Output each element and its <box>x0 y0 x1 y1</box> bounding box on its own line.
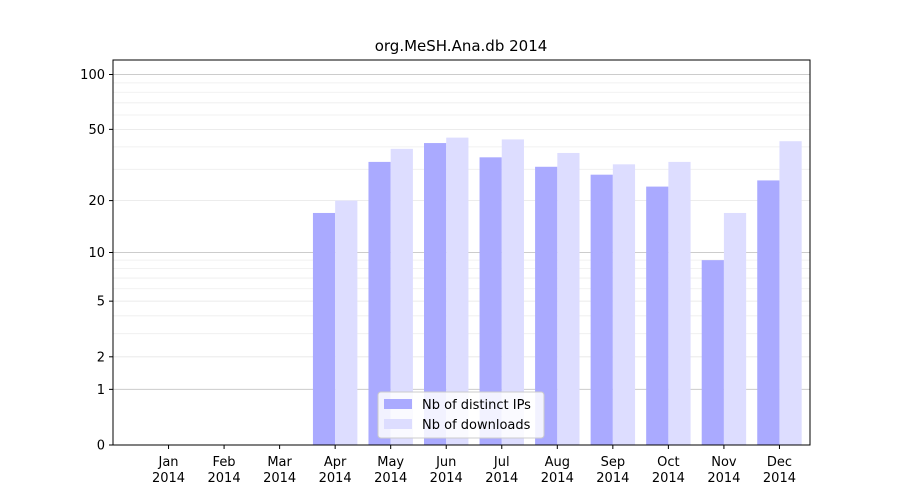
x-tick-label: Jan 2014 <box>152 455 185 486</box>
bar <box>446 137 469 445</box>
legend-swatch <box>384 419 412 429</box>
y-axis: 0 1 2 5 10 20 50 100 <box>80 68 113 454</box>
bar <box>557 152 580 445</box>
bar <box>368 161 391 445</box>
x-tick-label: Aug 2014 <box>541 455 574 486</box>
x-tick-label: May 2014 <box>374 455 407 486</box>
x-tick-label: Oct 2014 <box>652 455 685 486</box>
bar <box>501 139 524 445</box>
bar <box>390 148 413 445</box>
bar <box>312 212 336 445</box>
y-tick-label: 10 <box>88 246 105 261</box>
bar <box>723 212 747 445</box>
x-tick-label: Sep 2014 <box>596 455 629 486</box>
chart-title: org.MeSH.Ana.db 2014 <box>375 37 548 55</box>
bar <box>335 200 358 445</box>
y-tick-label: 2 <box>97 350 105 365</box>
legend-label: Nb of distinct IPs <box>422 398 531 413</box>
bar <box>779 141 802 446</box>
legend: Nb of distinct IPs Nb of downloads <box>377 391 545 439</box>
bar <box>424 143 447 446</box>
y-tick-label: 100 <box>80 68 105 83</box>
bar <box>668 161 691 445</box>
bar <box>701 260 724 445</box>
bar <box>535 166 558 446</box>
x-tick-label: Dec 2014 <box>763 455 796 486</box>
bar <box>479 157 502 445</box>
y-tick-label: 5 <box>97 295 105 310</box>
bar <box>612 164 636 445</box>
bar <box>590 174 613 446</box>
x-tick-label: Nov 2014 <box>707 455 740 486</box>
bar <box>646 186 669 445</box>
y-tick-label: 50 <box>88 123 105 138</box>
x-tick-label: Jun 2014 <box>430 455 463 486</box>
y-tick-label: 1 <box>97 383 105 398</box>
x-tick-label: Mar 2014 <box>263 455 296 486</box>
y-tick-label: 20 <box>88 194 105 209</box>
legend-label: Nb of downloads <box>422 418 531 433</box>
x-tick-label: Feb 2014 <box>208 455 241 486</box>
legend-box <box>377 391 545 439</box>
bars <box>312 137 802 446</box>
x-tick-label: Jul 2014 <box>485 455 518 486</box>
legend-swatch <box>384 399 412 409</box>
x-tick-label: Apr 2014 <box>319 455 352 486</box>
bar <box>757 180 780 446</box>
y-tick-label: 0 <box>97 439 105 454</box>
x-axis: Jan 2014 Feb 2014 Mar 2014 Apr 2014 May 2014 Jun 20… <box>152 445 796 486</box>
